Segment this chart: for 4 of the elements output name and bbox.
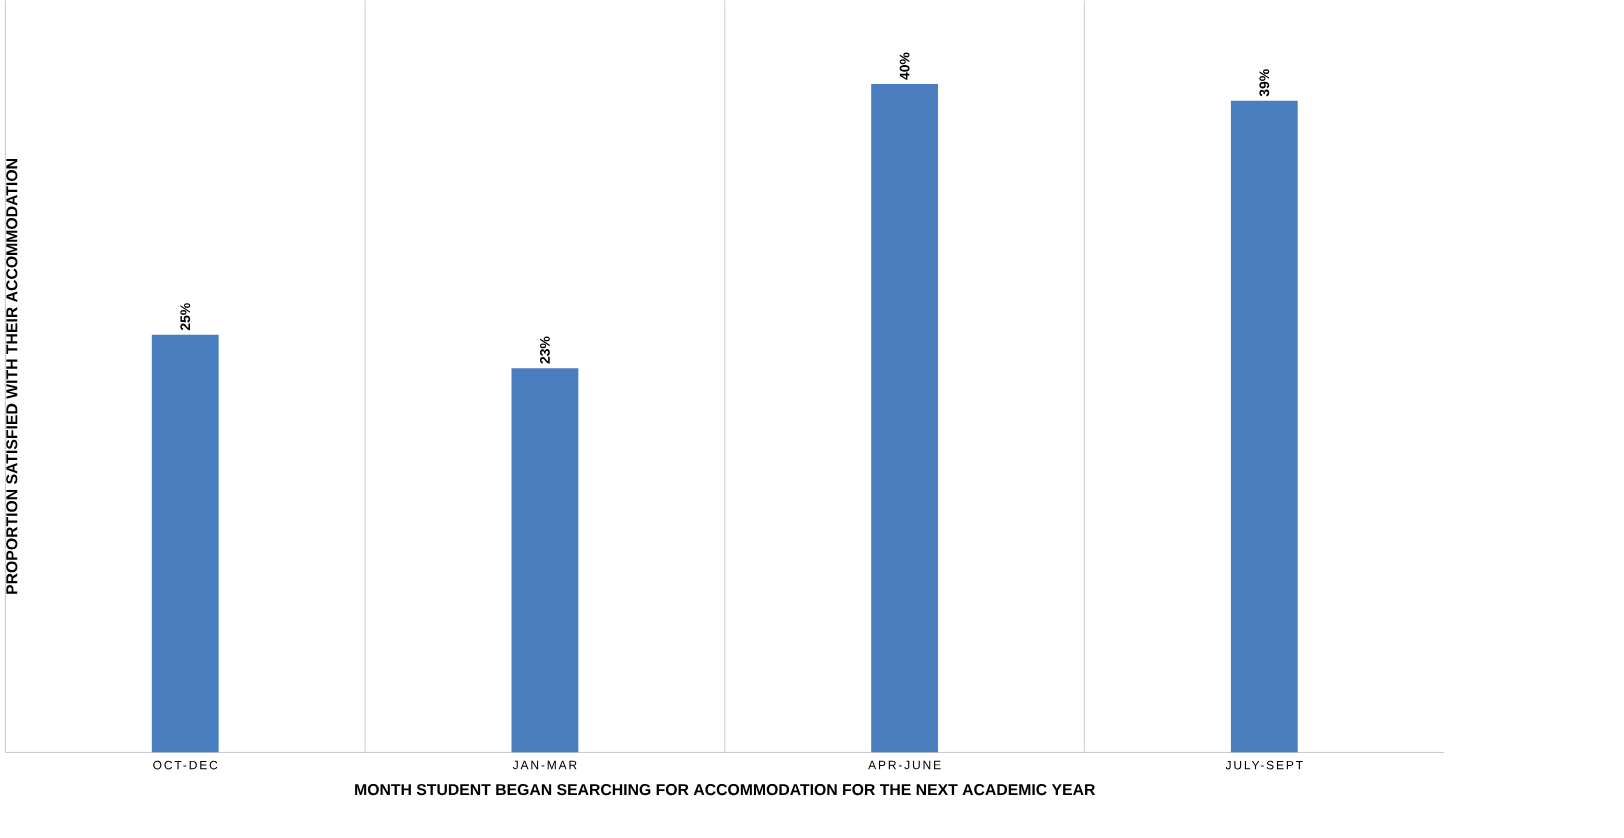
bar bbox=[511, 368, 579, 753]
bar bbox=[871, 84, 939, 753]
bar bbox=[1230, 100, 1298, 753]
bar bbox=[151, 334, 219, 753]
